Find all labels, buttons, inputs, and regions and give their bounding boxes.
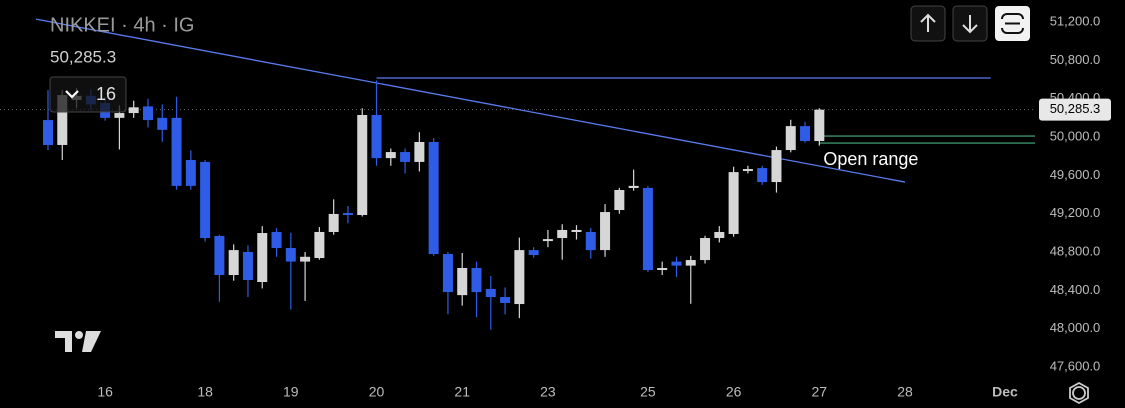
candle-body bbox=[728, 172, 739, 234]
gear-outline bbox=[1069, 381, 1089, 405]
candle-body bbox=[771, 150, 782, 183]
candle-body bbox=[614, 190, 625, 211]
trendline bbox=[35, 18, 906, 183]
candle-body bbox=[785, 126, 796, 151]
candle-body bbox=[757, 168, 768, 183]
candle-body bbox=[285, 247, 296, 262]
open-range-label: Open range bbox=[823, 149, 918, 169]
price-tag-box bbox=[1039, 98, 1111, 121]
candle-body bbox=[485, 288, 496, 298]
logo-v bbox=[82, 331, 101, 352]
candle-body bbox=[814, 109, 825, 142]
x-tick-label: 20 bbox=[369, 384, 385, 400]
candle-body bbox=[257, 233, 268, 282]
candle-body bbox=[414, 142, 425, 162]
candle-body bbox=[685, 260, 696, 266]
y-tick-label: 48,400.0 bbox=[1050, 282, 1101, 297]
logo-t bbox=[55, 331, 72, 352]
gear-icon[interactable] bbox=[1072, 386, 1086, 400]
candle-body bbox=[542, 239, 553, 242]
candle-body bbox=[585, 231, 596, 251]
candle-body bbox=[200, 161, 211, 239]
y-tick-label: 48,000.0 bbox=[1050, 320, 1101, 335]
candle-body bbox=[700, 238, 711, 261]
candle-body bbox=[528, 250, 539, 256]
dropdown-box[interactable] bbox=[49, 76, 127, 113]
chart-title: NIKKEI · 4h · IG bbox=[50, 14, 194, 36]
candle-body bbox=[42, 120, 53, 145]
x-tick-label: 25 bbox=[640, 384, 656, 400]
price-tag-label: 50,285.3 bbox=[1050, 101, 1101, 116]
x-tick-label: 27 bbox=[812, 384, 828, 400]
candle-body bbox=[442, 254, 453, 293]
candle-body bbox=[714, 231, 725, 239]
scroll-up-button[interactable] bbox=[910, 5, 946, 42]
candle-body bbox=[128, 107, 139, 114]
x-tick-label: 18 bbox=[197, 384, 213, 400]
candle-body bbox=[571, 229, 582, 232]
candle-body bbox=[171, 117, 182, 186]
candle-body bbox=[457, 268, 468, 296]
candle-body bbox=[514, 250, 525, 305]
candle-body bbox=[157, 117, 168, 130]
candle-body bbox=[242, 252, 253, 280]
candle-body bbox=[642, 187, 653, 271]
x-tick-label: 16 bbox=[97, 384, 113, 400]
x-tick-label: 21 bbox=[454, 384, 470, 400]
candle-body bbox=[371, 114, 382, 159]
tradingview-logo bbox=[55, 331, 101, 352]
candle-body bbox=[114, 113, 125, 118]
candle-body bbox=[800, 126, 811, 142]
y-tick-label: 49,600.0 bbox=[1050, 167, 1101, 182]
candle-body bbox=[142, 106, 153, 121]
last-price-header: 50,285.3 bbox=[50, 47, 116, 66]
candle-body bbox=[214, 236, 225, 276]
candle-body bbox=[428, 142, 439, 255]
candle-body bbox=[328, 213, 339, 232]
arrow-up-icon bbox=[920, 13, 936, 32]
y-tick-label: 50,000.0 bbox=[1050, 128, 1101, 143]
plot-area: 51,200.050,800.050,400.050,000.049,600.0… bbox=[0, 13, 1100, 408]
candle-body bbox=[228, 250, 239, 276]
candle-body bbox=[300, 256, 311, 262]
y-tick-label: 47,600.0 bbox=[1050, 358, 1101, 373]
y-tick-label: 49,200.0 bbox=[1050, 205, 1101, 220]
fullscreen-button[interactable] bbox=[995, 6, 1030, 41]
candle-body bbox=[385, 152, 396, 159]
candle-body bbox=[471, 268, 482, 293]
x-tick-label: 28 bbox=[897, 384, 913, 400]
x-tick-label: Dec bbox=[992, 384, 1018, 400]
candle-body bbox=[628, 185, 639, 188]
candle-body bbox=[57, 95, 68, 145]
candle-body bbox=[342, 213, 353, 216]
candle-body bbox=[557, 229, 568, 239]
candle-body bbox=[271, 231, 282, 248]
candle-body bbox=[500, 297, 511, 303]
x-tick-label: 23 bbox=[540, 384, 556, 400]
y-tick-label: 50,800.0 bbox=[1050, 52, 1101, 67]
y-tick-label: 51,200.0 bbox=[1050, 13, 1101, 28]
candle-body bbox=[742, 169, 753, 172]
candle-body bbox=[400, 152, 411, 162]
candle-body bbox=[657, 268, 668, 271]
dropdown-value[interactable]: 16 bbox=[96, 84, 116, 104]
candle-body bbox=[600, 212, 611, 251]
x-tick-label: 19 bbox=[283, 384, 299, 400]
scroll-down-button[interactable] bbox=[952, 5, 988, 42]
x-tick-label: 26 bbox=[726, 384, 742, 400]
settings-button[interactable] bbox=[1069, 381, 1089, 405]
candle-body bbox=[185, 160, 196, 186]
interval-dropdown[interactable]: 16 bbox=[49, 76, 127, 113]
y-tick-label: 48,800.0 bbox=[1050, 243, 1101, 258]
chevron-icon bbox=[65, 90, 79, 99]
candle-body bbox=[671, 261, 682, 266]
candle-body bbox=[357, 114, 368, 216]
candle-body bbox=[314, 231, 325, 259]
arrow-down-icon bbox=[962, 15, 978, 34]
logo-dot bbox=[75, 331, 83, 339]
